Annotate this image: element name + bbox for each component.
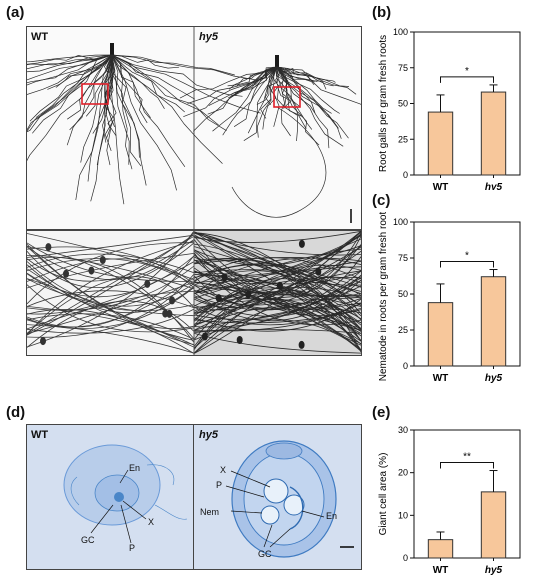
chart-e-xlabel-wt: WT <box>433 565 449 576</box>
hy5-label-nem: Nem <box>200 507 220 517</box>
section-wt-label: WT <box>31 429 49 441</box>
chart-e-ytick-label-3: 30 <box>398 425 408 435</box>
chart-e-ytick-label-2: 20 <box>398 468 408 478</box>
chart-e-ylabel: Giant cell area (%) <box>378 453 389 536</box>
photo-a-hy5-label: hy5 <box>199 31 218 43</box>
chart-b-xlabel-hy5: hy5 <box>485 182 503 190</box>
section-wt: WT En X GC P <box>26 424 194 570</box>
hy5-root-system <box>179 55 361 218</box>
chart-e-bar-wt <box>427 539 454 559</box>
photo-a-wt-label: WT <box>31 31 49 43</box>
wt-section-drawing <box>63 444 188 544</box>
hy5-section-drawing <box>225 440 354 558</box>
chart-e-significance-bracket <box>440 462 494 469</box>
chart-c-frame <box>413 221 521 367</box>
wt-label-en: En <box>129 463 141 473</box>
panel-label-d: (d) <box>6 404 26 421</box>
panel-label-c: (c) <box>372 192 391 209</box>
hy5-zoom-box <box>273 86 301 108</box>
chart-e-ytick-label-0: 0 <box>403 553 408 563</box>
chart-b-significance-mark: * <box>465 66 469 77</box>
chart-c-bar-wt <box>427 302 454 367</box>
hy5-label-en: En <box>326 511 338 521</box>
chart-e-ytick-label-1: 10 <box>398 510 408 520</box>
chart-b-bar-hy5 <box>480 91 507 176</box>
panel-label-a: (a) <box>6 4 25 21</box>
chart-c-xlabel-wt: WT <box>433 373 449 384</box>
wt-label-x: X <box>148 517 155 527</box>
chart-b-ytick-label-2: 50 <box>398 99 408 109</box>
wt-root-system <box>27 43 261 205</box>
chart-c-xlabel-hy5: hy5 <box>485 373 503 384</box>
section-hy5-label: hy5 <box>199 429 218 441</box>
chart-b-ytick-label-1: 25 <box>398 134 408 144</box>
chart-b-xlabel-wt: WT <box>433 182 449 190</box>
root-system-drawing <box>27 27 361 229</box>
hy5-label-p: P <box>216 480 223 490</box>
zoomed-roots-drawing <box>27 231 361 355</box>
chart-c: Nematode in roots per gram fresh roots 0 2… <box>378 212 521 384</box>
chart-e-bar-hy5 <box>480 491 507 559</box>
chart-b-ytick-label-3: 75 <box>398 63 408 73</box>
hy5-label-gc: GC <box>258 549 272 559</box>
chart-e-significance-mark: ** <box>463 452 471 463</box>
chart-b-significance-bracket <box>440 76 494 83</box>
chart-c-significance-bracket <box>440 261 494 268</box>
chart-c-ytick-label-4: 100 <box>393 217 408 227</box>
chart-b-ytick-label-0: 0 <box>403 170 408 180</box>
hy5-label-x: X <box>220 465 227 475</box>
root-photo-top: WT hy5 <box>26 26 362 230</box>
wt-zoomed-roots <box>27 231 195 354</box>
chart-e-frame <box>413 429 521 559</box>
root-photo-zoom <box>26 230 362 356</box>
chart-b-frame <box>413 31 521 176</box>
wt-zoom-box <box>81 83 109 105</box>
hy5-zoomed-roots <box>193 231 361 354</box>
chart-c-bar-hy5 <box>480 276 507 367</box>
section-hy5: hy5 X P Nem En GC <box>193 424 362 570</box>
wt-label-p: P <box>129 543 136 553</box>
chart-e-xlabel-hy5: hy5 <box>485 565 503 576</box>
chart-c-ytick-label-3: 75 <box>398 253 408 263</box>
chart-b-ytick-label-4: 100 <box>393 27 408 37</box>
chart-c-ytick-label-0: 0 <box>403 361 408 371</box>
panel-label-b: (b) <box>372 4 392 21</box>
chart-c-ytick-label-2: 50 <box>398 289 408 299</box>
chart-c-ytick-label-1: 25 <box>398 325 408 335</box>
panel-label-e: (e) <box>372 404 391 421</box>
chart-c-significance-mark: * <box>465 251 469 262</box>
chart-b-ylabel: Root galls per gram fresh roots <box>378 35 389 172</box>
chart-b: Root galls per gram fresh roots 0 25 50 75 10… <box>378 27 521 190</box>
chart-b-bar-wt <box>427 111 454 176</box>
chart-e: Giant cell area (%) 0 10 20 30 WT hy5 ** <box>378 425 521 576</box>
wt-label-gc: GC <box>81 535 95 545</box>
chart-c-ylabel: Nematode in roots per gram fresh roots <box>378 212 389 381</box>
